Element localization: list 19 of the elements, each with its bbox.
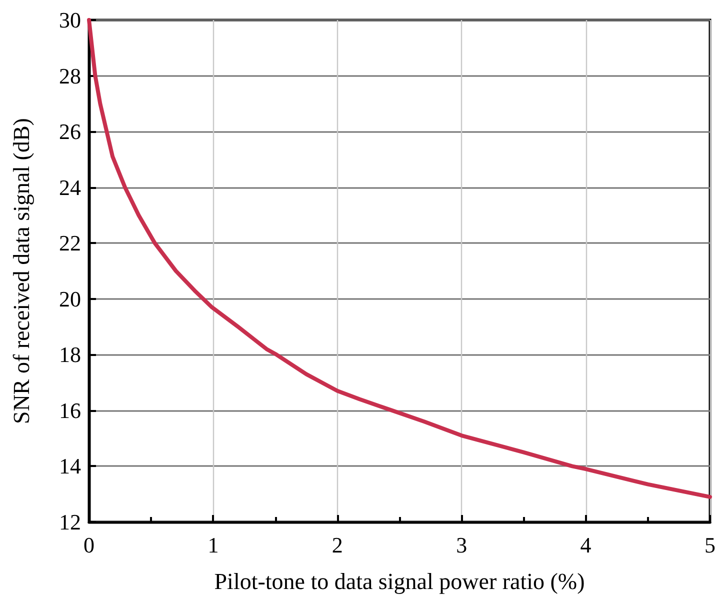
y-tick-label: 30: [59, 8, 81, 32]
x-tick-label: 2: [332, 532, 343, 558]
x-tick-label: 3: [456, 532, 468, 558]
x-tick-label: 4: [580, 532, 592, 558]
y-tick-label: 26: [59, 119, 81, 144]
y-tick-label: 12: [59, 510, 81, 534]
y-tick-label: 14: [59, 454, 81, 479]
x-tick-label: 1: [208, 532, 219, 558]
y-axis-title: SNR of received data signal (dB): [9, 118, 34, 424]
x-axis-title: Pilot-tone to data signal power ratio (%): [214, 569, 585, 594]
y-tick-label: 20: [59, 286, 81, 312]
y-tick-label: 28: [59, 63, 81, 88]
x-tick-label: 0: [84, 532, 94, 558]
y-tick-label: 22: [59, 230, 81, 256]
line-series: [87, 18, 712, 499]
y-tick-label: 16: [59, 398, 81, 423]
y-tick-label: 18: [59, 342, 81, 368]
x-tick-label: 5: [704, 532, 716, 558]
y-tick-label: 24: [59, 174, 81, 200]
